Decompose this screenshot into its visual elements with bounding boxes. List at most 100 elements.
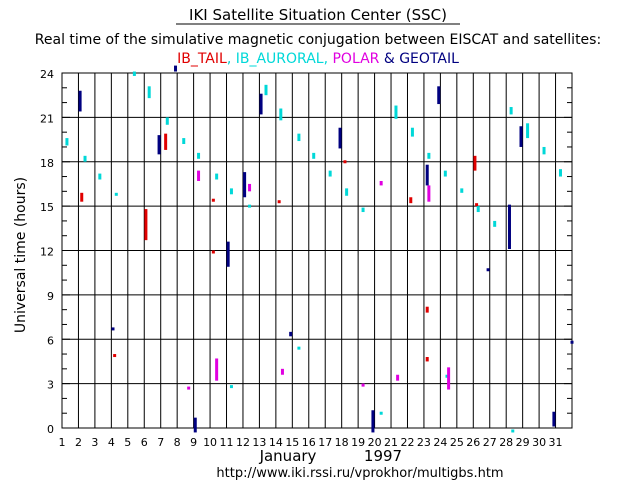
series-ib-tail — [80, 133, 479, 362]
conjunction-mark — [343, 160, 347, 164]
conjunction-mark — [78, 90, 82, 112]
conjunction-mark — [215, 358, 219, 381]
y-tick-label: 0 — [47, 423, 54, 436]
series-geotail — [78, 65, 574, 433]
conjunction-mark — [65, 138, 69, 146]
conjunction-mark — [165, 117, 169, 125]
conjunction-mark — [147, 86, 151, 99]
conjunction-mark — [243, 172, 247, 198]
chart-title: IKI Satellite Situation Center (SSC) — [189, 6, 447, 24]
conjunction-mark — [475, 203, 479, 207]
conjunction-mark — [425, 357, 429, 362]
x-tick-label: 28 — [499, 436, 513, 449]
conjunction-mark — [328, 170, 332, 177]
y-tick-label: 15 — [40, 201, 54, 214]
conjunction-mark — [519, 126, 523, 147]
x-tick-label: 17 — [318, 436, 332, 449]
y-tick-label: 24 — [40, 68, 54, 81]
conjunction-mark — [174, 65, 178, 72]
x-tick-label: 19 — [351, 436, 365, 449]
y-tick-label: 12 — [40, 246, 54, 259]
conjunction-mark — [410, 127, 414, 137]
x-tick-label: 2 — [75, 436, 82, 449]
x-tick-label: 29 — [516, 436, 530, 449]
y-tick-label: 21 — [40, 112, 54, 125]
conjunction-mark — [542, 146, 546, 155]
conjunction-mark — [211, 250, 215, 254]
conjunction-mark — [83, 155, 87, 162]
x-tick-label: 4 — [108, 436, 115, 449]
conjunction-mark — [570, 340, 574, 344]
x-tick-label: 21 — [384, 436, 398, 449]
conjunction-mark — [277, 200, 281, 204]
x-tick-label: 11 — [220, 436, 234, 449]
plot-grid — [61, 72, 573, 429]
plot-marks — [65, 65, 574, 433]
x-tick-label: 8 — [174, 436, 181, 449]
conjunction-mark — [211, 198, 215, 202]
conjunction-mark — [280, 368, 284, 375]
conjunction-mark — [338, 127, 342, 149]
conjunction-mark — [187, 386, 191, 390]
conjunction-mark — [371, 410, 375, 433]
legend-entry: , — [324, 51, 333, 67]
series-polar — [187, 170, 451, 390]
conjunction-mark — [345, 188, 349, 196]
conjunction-mark — [215, 173, 219, 180]
conjunction-mark — [248, 204, 252, 208]
x-tick-label: 12 — [236, 436, 250, 449]
y-tick-label: 18 — [40, 157, 54, 170]
conjunction-mark — [437, 86, 441, 105]
legend-entry: , — [227, 51, 236, 67]
conjunction-mark — [182, 138, 186, 144]
y-tick-label: 3 — [47, 379, 54, 392]
x-tick-label: 30 — [532, 436, 546, 449]
conjunction-mark — [526, 123, 530, 139]
conjunction-mark — [264, 84, 268, 96]
conjunction-mark — [425, 306, 429, 313]
y-tick-label: 9 — [47, 290, 54, 303]
conjunction-mark — [111, 327, 115, 331]
x-tick-label: 1 — [59, 436, 66, 449]
y-tick-labels: 0 3 6 9 12 15 18 21 24 — [40, 68, 54, 436]
x-tick-label: 25 — [450, 436, 464, 449]
conjunction-mark — [443, 170, 447, 177]
conjunction-mark — [132, 71, 136, 76]
conjunction-mark — [409, 197, 413, 204]
series-ib-auroral — [65, 71, 562, 433]
x-tick-label: 20 — [368, 436, 382, 449]
y-axis-label: Universal time (hours) — [13, 177, 29, 333]
conjunction-mark — [447, 367, 451, 390]
source-url: http://www.iki.rssi.ru/vprokhor/multigbs… — [216, 466, 503, 481]
conjunction-mark — [157, 135, 161, 155]
conjunction-mark — [289, 331, 293, 337]
conjunction-mark — [558, 169, 562, 177]
conjunction-mark — [511, 429, 515, 433]
x-tick-label: 5 — [124, 436, 131, 449]
x-tick-label: 27 — [483, 436, 497, 449]
conjunction-mark — [427, 185, 431, 202]
conjunction-mark — [312, 152, 316, 159]
conjunction-mark — [193, 417, 197, 433]
legend-entry: IB_TAIL — [177, 51, 227, 67]
x-tick-label: 16 — [302, 436, 316, 449]
legend-entry: POLAR — [332, 51, 379, 67]
conjunction-mark — [445, 374, 449, 378]
conjunction-mark — [229, 188, 233, 195]
conjunction-mark — [248, 183, 252, 192]
x-tick-label: 22 — [400, 436, 414, 449]
x-tick-labels: 1 2 3 4 5 6 7 8 9 10 11 12 13 14 15 16 17 18 19 20 21 22 23 24 2… — [59, 436, 563, 449]
x-tick-label: 14 — [269, 436, 283, 449]
conjunction-mark — [460, 188, 464, 193]
x-tick-label: 31 — [549, 436, 563, 449]
x-tick-label: 13 — [252, 436, 266, 449]
conjunction-mark — [493, 220, 497, 227]
conjunction-mark — [473, 155, 477, 171]
conjunction-mark — [226, 241, 230, 267]
conjunction-mark — [297, 346, 301, 350]
conjunction-mark — [552, 411, 556, 427]
conjunction-mark — [425, 164, 429, 186]
conjunction-mark — [507, 204, 511, 250]
conjunction-mark — [197, 170, 201, 181]
conjunction-mark — [80, 192, 84, 202]
